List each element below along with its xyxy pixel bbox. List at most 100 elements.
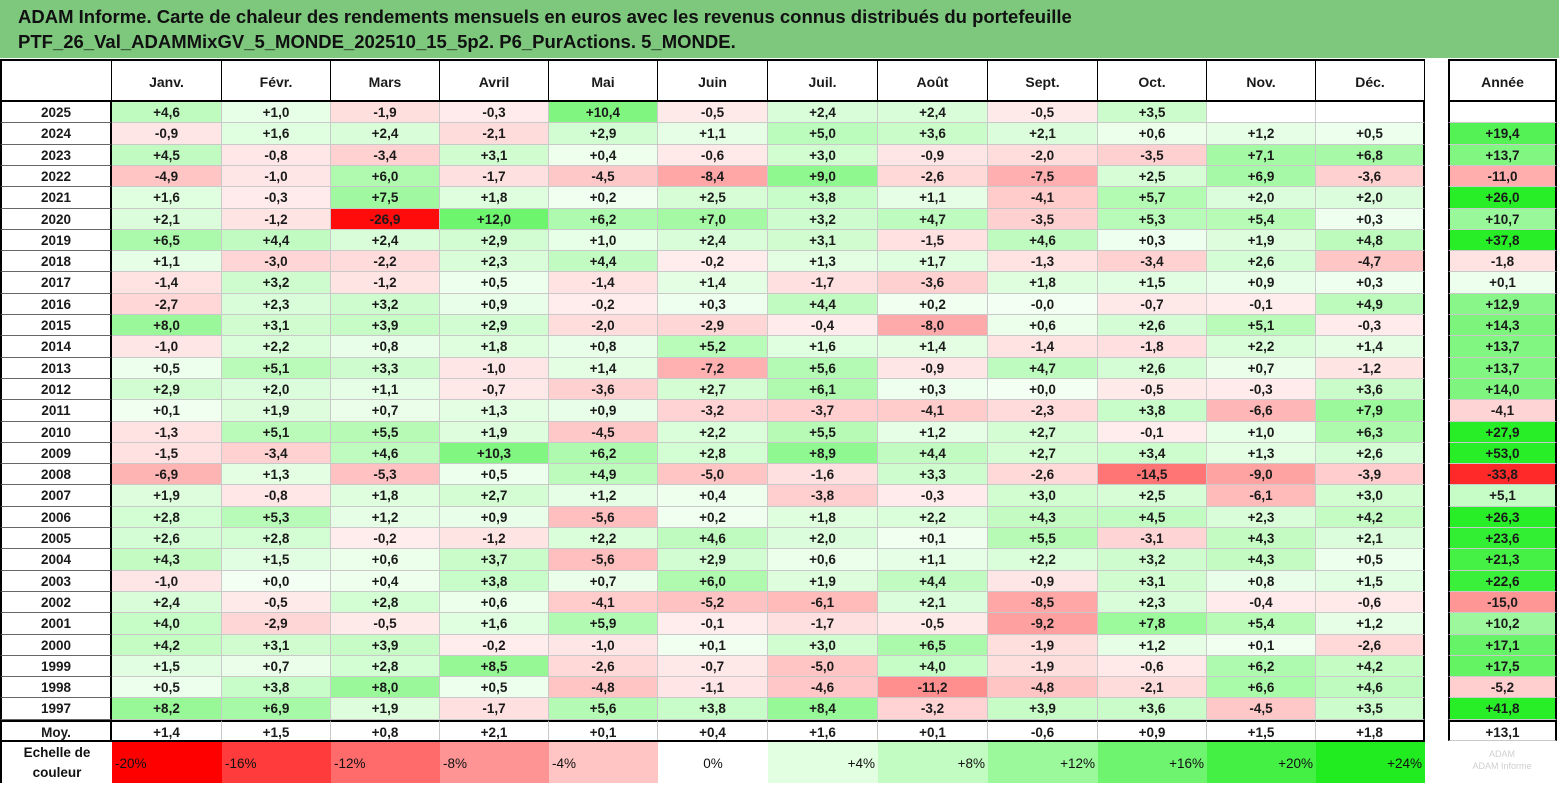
heatmap-cell: -0,1 — [1098, 422, 1207, 443]
year-label: 2003 — [0, 571, 112, 592]
heatmap-cell: -4,6 — [768, 677, 878, 698]
annual-cell: +10,7 — [1448, 209, 1557, 230]
heatmap-cell: +2,4 — [112, 592, 222, 613]
heatmap-cell: +3,0 — [988, 485, 1098, 507]
heatmap-cell: -0,5 — [1098, 379, 1207, 400]
year-label: 2008 — [0, 464, 112, 485]
heatmap-cell: +3,2 — [1098, 549, 1207, 571]
heatmap-cell: -1,2 — [222, 209, 331, 230]
heatmap-cell: +0,1 — [658, 635, 768, 656]
heatmap-cell: +0,5 — [1316, 123, 1425, 145]
heatmap-cell: -6,1 — [1207, 485, 1316, 507]
heatmap-cell: -2,6 — [1316, 635, 1425, 656]
heatmap-cell: -0,7 — [440, 379, 549, 400]
heatmap-cell: +7,9 — [1316, 400, 1425, 422]
year-label: 2006 — [0, 507, 112, 528]
heatmap-cell: +4,4 — [222, 230, 331, 251]
heatmap-cell: +0,6 — [1098, 123, 1207, 145]
heatmap-cell: -4,8 — [988, 677, 1098, 698]
heatmap-cell: -1,3 — [112, 422, 222, 443]
year-label: 2007 — [0, 485, 112, 507]
heatmap-cell: +6,8 — [1316, 145, 1425, 166]
heatmap-cell: +3,2 — [331, 294, 440, 315]
annual-cell: +21,3 — [1448, 549, 1557, 571]
heatmap-cell: -1,0 — [112, 571, 222, 592]
heatmap-cell: +5,5 — [988, 528, 1098, 549]
heatmap-cell: -2,9 — [222, 613, 331, 635]
heatmap-cell: -0,3 — [440, 102, 549, 123]
heatmap-cell: -3,2 — [878, 698, 988, 720]
month-header: Oct. — [1098, 59, 1207, 102]
heatmap-cell: +2,9 — [112, 379, 222, 400]
heatmap-cell: +0,9 — [1207, 272, 1316, 294]
heatmap-cell: +0,6 — [440, 592, 549, 613]
year-label: 2016 — [0, 294, 112, 315]
heatmap-cell: +6,6 — [1207, 677, 1316, 698]
corner-cell — [0, 59, 112, 102]
heatmap-cell: +2,2 — [1207, 336, 1316, 358]
heatmap-cell: +0,6 — [768, 549, 878, 571]
heatmap-cell: +0,1 — [1207, 635, 1316, 656]
heatmap-cell: -3,6 — [878, 272, 988, 294]
heatmap-cell: +2,8 — [331, 592, 440, 613]
heatmap-cell: +0,8 — [331, 720, 440, 741]
heatmap-cell: +1,8 — [331, 485, 440, 507]
heatmap-cell: -4,7 — [1316, 251, 1425, 272]
heatmap-cell: -1,3 — [988, 251, 1098, 272]
annual-cell: +13,7 — [1448, 145, 1557, 166]
heatmap-cell: +2,3 — [1098, 592, 1207, 613]
annual-cell: -15,0 — [1448, 592, 1557, 613]
heatmap-cell: +3,1 — [222, 315, 331, 336]
heatmap-cell: +0,5 — [112, 677, 222, 698]
heatmap-cell: -1,0 — [549, 635, 658, 656]
annual-cell: +26,0 — [1448, 187, 1557, 209]
heatmap-cell: +3,1 — [222, 635, 331, 656]
heatmap-cell: +1,3 — [440, 400, 549, 422]
month-header: Janv. — [112, 59, 222, 102]
year-label: 2020 — [0, 209, 112, 230]
color-scale-stop: 0% — [658, 740, 768, 783]
heatmap-cell: +3,8 — [658, 698, 768, 720]
annual-cell: +13,1 — [1448, 720, 1557, 741]
heatmap-cell: -1,7 — [768, 272, 878, 294]
heatmap-cell: +1,2 — [549, 485, 658, 507]
heatmap-cell: +3,9 — [331, 635, 440, 656]
annual-cell: -11,0 — [1448, 166, 1557, 187]
heatmap-cell: -1,2 — [331, 272, 440, 294]
annual-cell: +12,9 — [1448, 294, 1557, 315]
heatmap-cell: -0,1 — [658, 613, 768, 635]
heatmap-cell: +1,3 — [222, 464, 331, 485]
heatmap-cell: +4,4 — [878, 443, 988, 464]
heatmap-cell: +0,4 — [549, 145, 658, 166]
heatmap-cell: -0,5 — [222, 592, 331, 613]
heatmap-cell: -1,0 — [112, 336, 222, 358]
heatmap-cell: +0,1 — [878, 528, 988, 549]
year-label: 2024 — [0, 123, 112, 145]
heatmap-cell: +4,3 — [1207, 528, 1316, 549]
report-title-line1: ADAM Informe. Carte de chaleur des rende… — [18, 6, 1072, 27]
heatmap-cell: +0,8 — [549, 336, 658, 358]
heatmap-cell: +2,4 — [658, 230, 768, 251]
heatmap-cell: -3,9 — [1316, 464, 1425, 485]
heatmap-cell: -5,0 — [768, 656, 878, 677]
year-label: 2004 — [0, 549, 112, 571]
heatmap-cell: +2,1 — [988, 123, 1098, 145]
heatmap-cell: -8,4 — [658, 166, 768, 187]
year-label: 2013 — [0, 358, 112, 379]
heatmap-cell: -3,8 — [768, 485, 878, 507]
heatmap-cell: +2,1 — [1316, 528, 1425, 549]
heatmap-cell: +2,5 — [658, 187, 768, 209]
year-label: 2011 — [0, 400, 112, 422]
annual-cell: +53,0 — [1448, 443, 1557, 464]
heatmap-cell: -1,5 — [878, 230, 988, 251]
heatmap-cell: +0,5 — [1316, 549, 1425, 571]
heatmap-cell: +10,4 — [549, 102, 658, 123]
heatmap-cell: +5,6 — [768, 358, 878, 379]
heatmap-cell: +7,8 — [1098, 613, 1207, 635]
faded-footnote: ADAM ADAM Informe — [1472, 749, 1532, 771]
heatmap-cell: -3,6 — [549, 379, 658, 400]
year-label: 2025 — [0, 102, 112, 123]
heatmap-cell: +2,2 — [222, 336, 331, 358]
heatmap-cell: -1,4 — [112, 272, 222, 294]
heatmap-cell: -1,6 — [768, 464, 878, 485]
